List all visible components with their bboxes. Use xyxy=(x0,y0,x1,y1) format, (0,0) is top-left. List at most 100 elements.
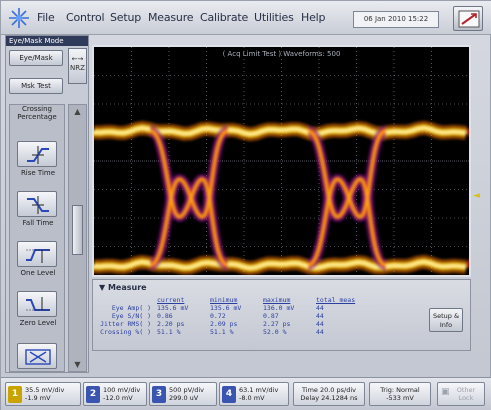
eye-crossing-trace xyxy=(149,129,229,267)
tool-label: Zero Level xyxy=(19,319,57,327)
table-row[interactable]: Crossing %( ) 51.1 % 51.1 % 52.0 % 44 xyxy=(99,328,369,336)
tool-label: Rise Time xyxy=(20,169,56,177)
nrz-label: NRZ xyxy=(70,64,85,72)
table-row[interactable]: Eye S/N( ) 0.86 0.72 0.87 44 xyxy=(99,312,369,320)
mode-title: Eye/Mask Mode xyxy=(6,36,88,46)
measurement-name: Eye S/N( ) xyxy=(111,312,151,320)
fall-time-button[interactable] xyxy=(17,191,57,217)
table-row[interactable]: Eye Amp( ) 135.6 mV 135.6 mV 136.0 mV 44 xyxy=(99,304,369,312)
timebase-delay: Delay 24.1284 ns xyxy=(300,394,358,402)
channel-1-badge: 1 xyxy=(8,386,22,403)
nrz-arrow-icon: ←→ xyxy=(71,55,84,63)
measurement-name: Eye Amp( ) xyxy=(111,304,151,312)
measure-tab[interactable]: ▼ Measure xyxy=(99,283,147,292)
graticule xyxy=(94,47,469,275)
window-resize-button[interactable] xyxy=(453,6,483,31)
menu-utilities[interactable]: Utilities xyxy=(254,11,294,24)
measurement-name: Crossing %( ) xyxy=(100,328,151,336)
eye-traces xyxy=(94,120,469,275)
channel-4-text: 63.1 mV/div -8.0 mV xyxy=(239,386,279,402)
eye-crossing-trace xyxy=(464,128,469,137)
one-level-button[interactable] xyxy=(17,241,57,267)
maximum-value: 2.27 ps xyxy=(263,320,291,328)
eye-diagram xyxy=(94,47,469,275)
channel-3-badge: 3 xyxy=(152,386,166,403)
menu-setup[interactable]: Setup xyxy=(110,11,142,24)
minimum-value: 0.72 xyxy=(210,312,226,320)
tool-label: One Level xyxy=(20,269,56,277)
menu-file[interactable]: File xyxy=(37,11,55,24)
total-meas-value: 44 xyxy=(316,320,324,328)
other-lock-box[interactable]: ▣ Other Lock xyxy=(437,382,485,406)
maximum-value: 52.0 % xyxy=(263,328,287,336)
timebase-box[interactable]: Time 20.0 ps/div Delay 24.1284 ns xyxy=(293,382,365,406)
current-value: 2.20 ps xyxy=(157,320,185,328)
rise-time-button[interactable] xyxy=(17,141,57,167)
channel-2-scale[interactable]: 2 100 mV/div -12.0 mV xyxy=(83,382,147,406)
minimum-value: 2.09 ps xyxy=(210,320,238,328)
trigger-box[interactable]: Trig: Normal -533 mV xyxy=(369,382,431,406)
starburst-logo-icon xyxy=(9,8,29,28)
eye-width-button[interactable] xyxy=(17,343,57,369)
one-level-icon xyxy=(26,249,50,263)
total-meas-value: 44 xyxy=(316,304,324,312)
channel-2-badge: 2 xyxy=(86,386,100,403)
zero-level-icon xyxy=(26,297,50,311)
eye-mask-mode-panel: Eye/Mask Mode Eye/Mask Msk Test ←→ NRZ C… xyxy=(5,35,89,373)
column-header: current xyxy=(157,296,185,304)
trigger-level: -533 mV xyxy=(386,394,414,402)
scrollbar-thumb[interactable] xyxy=(72,205,83,255)
collapse-chevron-icon: ▼ xyxy=(99,283,106,292)
channel-3-scale[interactable]: 3 500 pV/div 299.0 uV xyxy=(149,382,217,406)
waveform-display[interactable]: ( Acq Limit Test ) Waveforms: 500 xyxy=(92,45,471,277)
eye-width-icon xyxy=(25,349,51,365)
setup-info-button[interactable]: Setup & Info xyxy=(429,308,463,332)
menu-calibrate[interactable]: Calibrate xyxy=(200,11,249,24)
fall-time-icon xyxy=(27,196,49,214)
channel-1-scale[interactable]: 1 35.5 mV/div -1.9 mV xyxy=(5,382,81,406)
current-value: 51.1 % xyxy=(157,328,181,336)
scroll-up-icon[interactable]: ▲ xyxy=(74,107,81,116)
channel-4-badge: 4 xyxy=(222,386,236,403)
rise-time-icon xyxy=(27,146,49,164)
zero-level-button[interactable] xyxy=(17,291,57,317)
column-header: minimum xyxy=(210,296,238,304)
measurement-name: Jitter RMS( ) xyxy=(100,320,151,328)
measure-panel: ▼ Measure current minimum maximum total … xyxy=(92,279,471,351)
channel-1-text: 35.5 mV/div -1.9 mV xyxy=(25,386,65,402)
mask-test-button[interactable]: Msk Test xyxy=(9,78,63,94)
scroll-down-icon[interactable]: ▼ xyxy=(74,360,81,369)
column-header: total meas xyxy=(316,296,356,304)
menu-control[interactable]: Control xyxy=(66,11,105,24)
tool-label: Fall Time xyxy=(22,219,54,227)
maximum-value: 136.0 mV xyxy=(263,304,295,312)
minimum-value: 135.6 mV xyxy=(210,304,242,312)
measurement-tool-list: Crossing Percentage Rise Time Fall Time xyxy=(9,104,65,372)
menu-measure[interactable]: Measure xyxy=(148,11,194,24)
lock-icon: ▣ xyxy=(441,387,450,397)
menu-help[interactable]: Help xyxy=(301,11,326,24)
window-resize-icon xyxy=(458,10,480,28)
tool-list-scrollbar[interactable]: ▲ ▼ xyxy=(68,104,87,372)
measure-tab-label: Measure xyxy=(107,283,147,292)
minimum-value: 51.1 % xyxy=(210,328,234,336)
column-header: maximum xyxy=(263,296,291,304)
trigger-mode: Trig: Normal xyxy=(380,386,420,394)
date-time-display: 06 Jan 2010 15:22 xyxy=(353,11,439,28)
crossing-percentage-label[interactable]: Crossing Percentage xyxy=(17,105,57,121)
status-bar: 1 35.5 mV/div -1.9 mV 2 100 mV/div -12.0 m… xyxy=(1,377,491,410)
other-label: Other xyxy=(456,386,476,394)
lock-label: Lock xyxy=(458,394,474,402)
total-meas-value: 44 xyxy=(316,312,324,320)
eye-crossing-trace xyxy=(307,129,387,267)
nrz-button[interactable]: ←→ NRZ xyxy=(68,48,87,84)
current-value: 0.86 xyxy=(157,312,173,320)
table-row[interactable]: Jitter RMS( ) 2.20 ps 2.09 ps 2.27 ps 44 xyxy=(99,320,369,328)
channel-3-text: 500 pV/div 299.0 uV xyxy=(169,386,205,402)
measurement-table: current minimum maximum total meas Eye A… xyxy=(99,296,369,336)
menu-bar: File Control Setup Measure Calibrate Uti… xyxy=(1,1,491,35)
eye-mask-button[interactable]: Eye/Mask xyxy=(9,50,63,66)
total-meas-value: 44 xyxy=(316,328,324,336)
channel-4-scale[interactable]: 4 63.1 mV/div -8.0 mV xyxy=(219,382,289,406)
